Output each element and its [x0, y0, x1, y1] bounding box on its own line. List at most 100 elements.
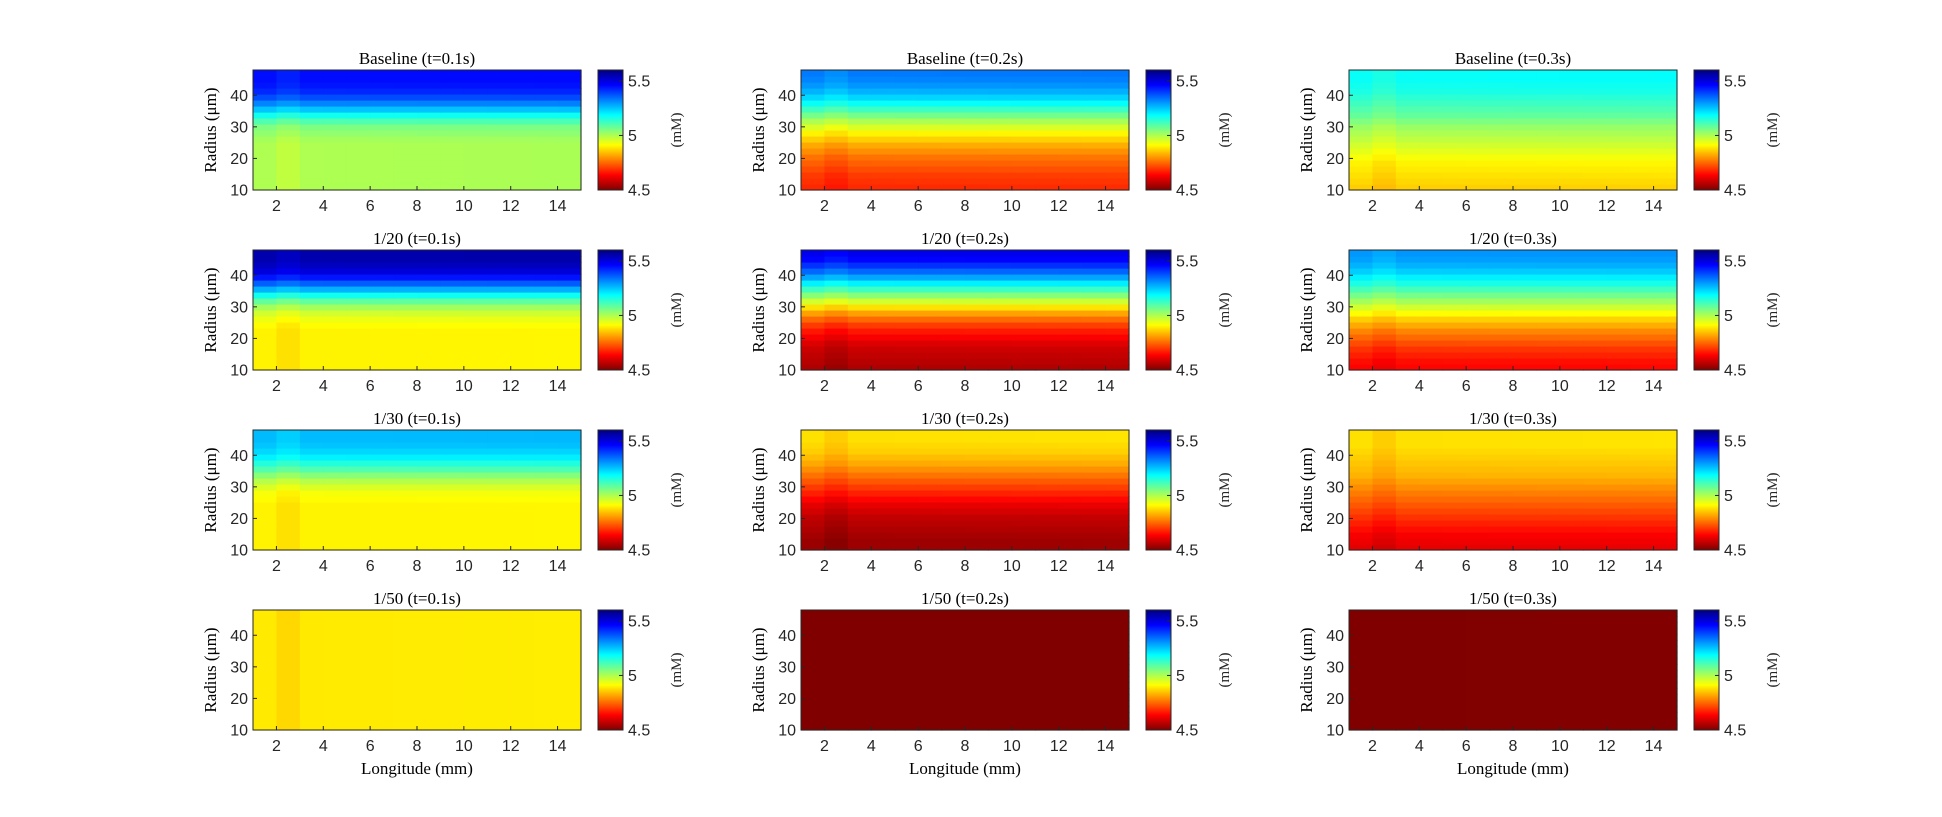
heatmap-cell: [510, 154, 535, 161]
heatmap-cell: [847, 352, 872, 359]
heatmap-cell: [1559, 622, 1584, 629]
heatmap-cell: [1559, 544, 1584, 551]
heatmap-cell: [1583, 544, 1608, 551]
heatmap-cell: [1536, 526, 1561, 533]
heatmap-cell: [1395, 472, 1420, 479]
heatmap-cell: [1559, 340, 1584, 347]
heatmap-cell: [534, 352, 559, 359]
heatmap-cell: [1372, 94, 1397, 101]
heatmap-cell: [965, 712, 990, 719]
heatmap-cell: [1372, 88, 1397, 95]
heatmap-cell: [463, 436, 488, 443]
heatmap-cell: [1466, 628, 1491, 635]
heatmap-cell: [463, 142, 488, 149]
heatmap-cell: [417, 178, 442, 185]
heatmap-cell: [510, 184, 535, 191]
heatmap-cell: [463, 82, 488, 89]
heatmap-cell: [847, 88, 872, 95]
heatmap-cell: [534, 442, 559, 449]
heatmap-cell: [1349, 724, 1374, 731]
heatmap-cell: [1349, 466, 1374, 473]
heatmap-cell: [276, 76, 301, 83]
heatmap-cell: [918, 250, 943, 257]
heatmap-cell: [1536, 118, 1561, 125]
heatmap-cell: [346, 652, 371, 659]
heatmap-cell: [1583, 532, 1608, 539]
y-tick-label: 20: [778, 331, 796, 348]
heatmap-cell: [941, 490, 966, 497]
heatmap-cell: [1395, 106, 1420, 113]
heatmap-cell: [510, 358, 535, 365]
heatmap-cell: [1442, 130, 1467, 137]
heatmap-cell: [1105, 676, 1130, 683]
heatmap-cell: [1349, 544, 1374, 551]
heatmap-cell: [463, 694, 488, 701]
heatmap-cell: [1606, 646, 1631, 653]
heatmap-cell: [1372, 658, 1397, 665]
heatmap-cell: [801, 436, 826, 443]
heatmap-cell: [941, 322, 966, 329]
heatmap-cell: [1395, 340, 1420, 347]
heatmap-cell: [871, 184, 896, 191]
heatmap-cell: [1058, 274, 1083, 281]
heatmap-cell: [1630, 364, 1655, 371]
heatmap-cell: [1559, 484, 1584, 491]
heatmap-cell: [1035, 142, 1060, 149]
heatmap-cell: [1372, 454, 1397, 461]
heatmap-cell: [965, 652, 990, 659]
heatmap-cell: [534, 484, 559, 491]
heatmap-cell: [276, 454, 301, 461]
heatmap-cell: [801, 130, 826, 137]
heatmap-cell: [1513, 106, 1538, 113]
heatmap-cell: [1058, 316, 1083, 323]
heatmap-cell: [965, 172, 990, 179]
heatmap-cell: [918, 106, 943, 113]
heatmap-cell: [370, 670, 395, 677]
heatmap-cell: [299, 118, 324, 125]
heatmap-cell: [393, 526, 418, 533]
heatmap-cell: [1653, 460, 1678, 467]
heatmap-cell: [299, 154, 324, 161]
heatmap-cell: [346, 682, 371, 689]
heatmap-cell: [1630, 496, 1655, 503]
heatmap-cell: [1105, 88, 1130, 95]
heatmap-cell: [463, 298, 488, 305]
heatmap-cell: [1372, 430, 1397, 437]
heatmap-cell: [1630, 292, 1655, 299]
heatmap-cell: [894, 184, 919, 191]
heatmap-cell: [393, 286, 418, 293]
heatmap-cell: [1349, 76, 1374, 83]
heatmap-cell: [1372, 670, 1397, 677]
heatmap-cell: [1395, 496, 1420, 503]
heatmap-cell: [824, 118, 849, 125]
heatmap-cell: [1058, 718, 1083, 725]
heatmap-cell: [440, 112, 465, 119]
heatmap-cell: [1653, 358, 1678, 365]
heatmap-cell: [1372, 712, 1397, 719]
heatmap-cell: [894, 436, 919, 443]
heatmap-cell: [487, 448, 512, 455]
heatmap-cell: [1466, 718, 1491, 725]
x-tick-label: 2: [272, 378, 281, 395]
heatmap-cell: [1630, 634, 1655, 641]
heatmap-cell: [941, 316, 966, 323]
heatmap-cell: [801, 430, 826, 437]
x-axis-label: Longitude (mm): [1457, 759, 1569, 778]
heatmap-cell: [1559, 160, 1584, 167]
heatmap-cell: [487, 538, 512, 545]
heatmap-cell: [801, 178, 826, 185]
heatmap-cell: [440, 706, 465, 713]
heatmap-cell: [894, 364, 919, 371]
heatmap-cell: [346, 184, 371, 191]
heatmap-cell: [370, 628, 395, 635]
heatmap-cell: [847, 184, 872, 191]
heatmap-cell: [1536, 706, 1561, 713]
heatmap-cell: [510, 304, 535, 311]
heatmap-cell: [988, 466, 1013, 473]
x-tick-label: 4: [1415, 738, 1424, 755]
colorbar-tick-label: 4.5: [628, 363, 650, 380]
heatmap-cell: [1653, 340, 1678, 347]
heatmap-cell: [276, 532, 301, 539]
heatmap-cell: [346, 76, 371, 83]
heatmap-cell: [323, 172, 348, 179]
